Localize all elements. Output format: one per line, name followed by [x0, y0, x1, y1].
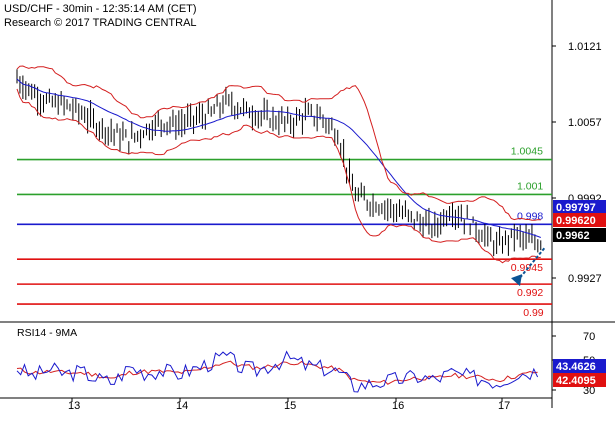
level-label-support-2: 0.992	[517, 287, 543, 299]
chart-title: USD/CHF - 30min - 12:35:14 AM (CET)	[4, 3, 197, 15]
value-tag-bg	[553, 213, 606, 227]
value-tag: 0.99620	[556, 215, 596, 227]
rsi-value-tag-bg	[553, 373, 606, 387]
rsi-value-tag-bg	[553, 359, 606, 373]
forecast-arrowhead	[511, 274, 522, 287]
moving-average-line	[16, 78, 541, 238]
price-bars	[16, 69, 542, 257]
value-tag-bg	[553, 228, 606, 242]
bollinger-upper	[16, 65, 541, 221]
rsi-title: RSI14 - 9MA	[17, 327, 77, 339]
rsi-line	[16, 350, 539, 393]
rsi-value-tag: 42.4095	[556, 375, 596, 387]
x-tick-label: 16	[392, 400, 404, 412]
value-tag: 0.99797	[556, 202, 596, 214]
x-tick-label: 13	[68, 400, 80, 412]
level-label-support-3: 0.99	[523, 307, 544, 319]
forecast-arrow	[517, 247, 546, 281]
x-tick-label: 17	[498, 400, 510, 412]
y-tick-label: 1.0121	[568, 41, 602, 53]
rsi-tick-label: 30	[583, 385, 595, 397]
y-tick-label: 0.9927	[568, 273, 602, 285]
bollinger-lower	[16, 88, 541, 264]
level-label-resistance-2: 1.0045	[511, 146, 543, 158]
chart-subtitle: Research © 2017 TRADING CENTRAL	[4, 17, 197, 29]
x-tick-label: 15	[284, 400, 296, 412]
value-tag: 0.9962	[556, 230, 590, 242]
y-tick-label: 1.0057	[568, 117, 602, 129]
level-label-pivot: 0.998	[517, 210, 543, 222]
value-tag-bg	[553, 200, 606, 214]
level-label-resistance-1: 1.001	[517, 180, 543, 192]
x-tick-label: 14	[176, 400, 188, 412]
rsi-tick-label: 70	[583, 331, 595, 343]
rsi-value-tag: 43.4626	[556, 361, 596, 373]
